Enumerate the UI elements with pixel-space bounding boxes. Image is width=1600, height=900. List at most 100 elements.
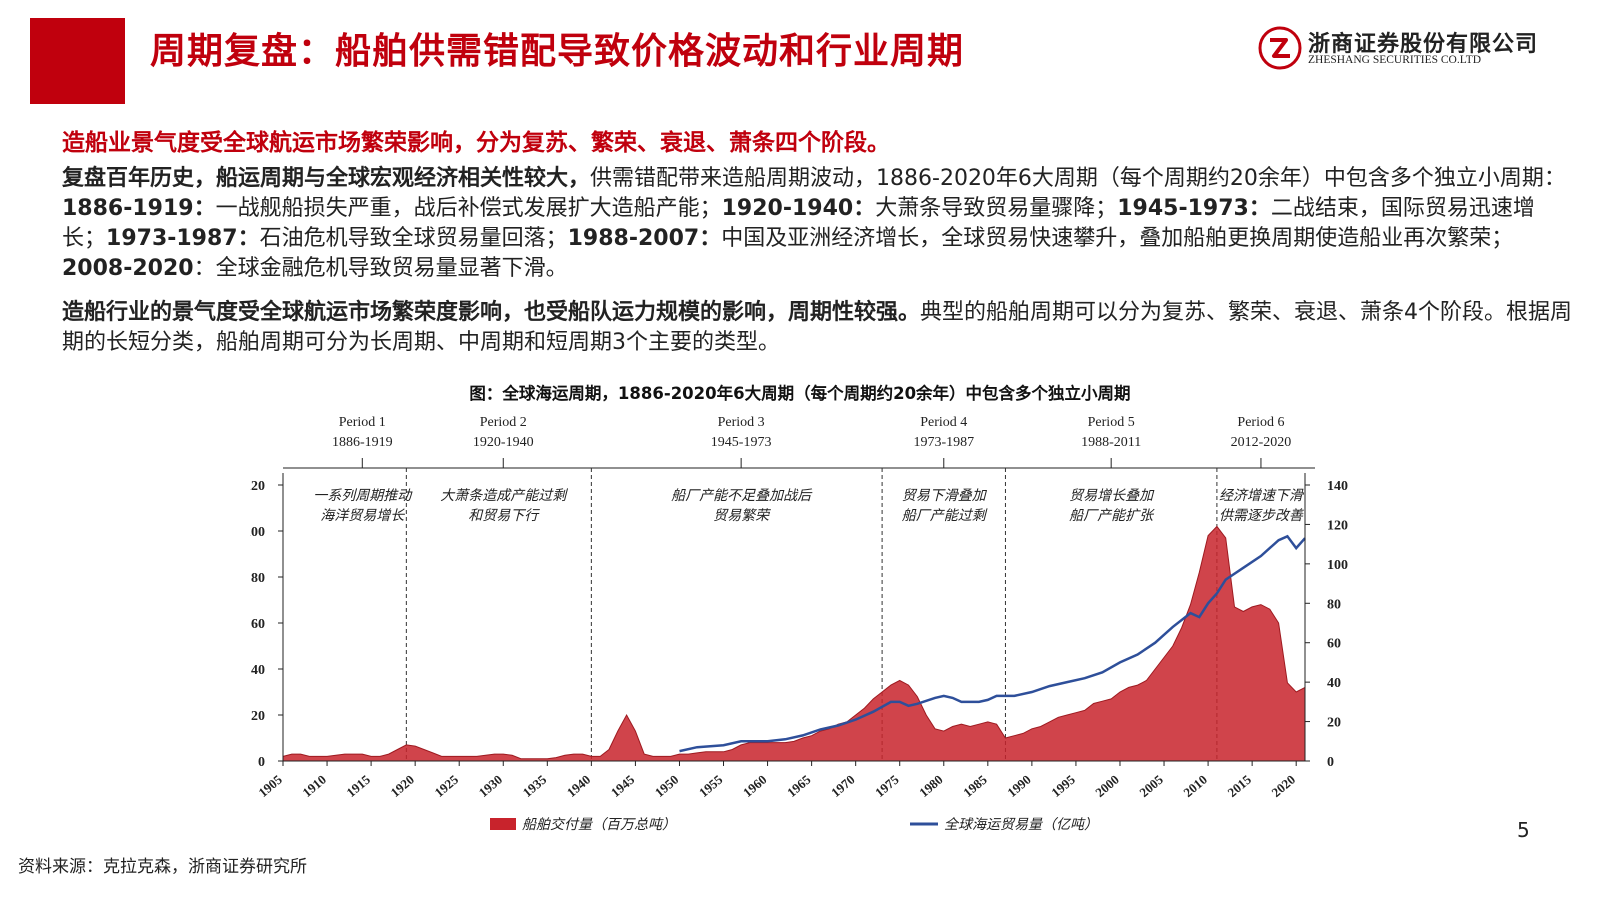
period-note: 供需逐步改善 (1219, 508, 1305, 524)
x-tick-label: 1920 (388, 772, 418, 800)
right-tick-label: 120 (1327, 518, 1348, 533)
period5-text: 中国及亚洲经济增长，全球贸易快速攀升，叠加船舶更换周期使造船业再次繁荣； (721, 226, 1514, 251)
period-note: 船厂产能扩张 (1069, 508, 1155, 524)
legend-label-deliveries: 船舶交付量（百万总吨） (522, 817, 676, 833)
period-years: 1920-1940 (473, 435, 534, 450)
period6-text: ：全球金融危机导致贸易量显著下滑。 (193, 256, 568, 281)
right-tick-label: 140 (1327, 479, 1348, 494)
title-accent-block (30, 18, 125, 104)
trade-volume-line (679, 534, 1306, 753)
period-name: Period 1 (339, 415, 386, 430)
x-tick-label: 2010 (1180, 772, 1210, 800)
x-tick-label: 1980 (916, 772, 946, 800)
paragraph-cycle-intro: 造船行业的景气度受全球航运市场繁荣度影响，也受船队运力规模的影响，周期性较强。 (62, 300, 921, 325)
period-note: 海洋贸易增长 (320, 508, 405, 524)
period5-label: 1988-2007： (567, 226, 722, 251)
paragraph-cycle: 造船行业的景气度受全球航运市场繁荣度影响，也受船队运力规模的影响，周期性较强。典… (62, 298, 1572, 358)
paragraph-history-intro: 复盘百年历史，船运周期与全球宏观经济相关性较大， (62, 166, 591, 191)
period-name: Period 3 (718, 415, 765, 430)
period-note: 贸易下滑叠加 (902, 488, 988, 504)
period3-text: 二战结束，国际贸易迅速增长； (62, 196, 1535, 251)
left-tick-label: 80 (251, 571, 265, 586)
x-tick-label: 1935 (520, 771, 550, 800)
x-tick-label: 1945 (608, 771, 638, 800)
x-tick-label: 2005 (1136, 771, 1166, 800)
x-tick-label: 1975 (872, 771, 902, 800)
left-tick-label: 0 (258, 755, 265, 770)
period-years: 1973-1987 (913, 435, 974, 450)
x-tick-label: 1910 (299, 772, 329, 800)
period1-label: 1886-1919： (62, 196, 216, 221)
x-tick-label: 1915 (343, 771, 373, 800)
period2-label: 1920-1940： (721, 196, 876, 221)
legend-swatch-deliveries (490, 818, 516, 830)
period-name: Period 4 (920, 415, 967, 430)
period3-label: 1945-1973： (1117, 196, 1271, 221)
left-tick-label: 60 (251, 617, 265, 632)
x-tick-label: 1965 (784, 771, 814, 800)
page-title: 周期复盘：船舶供需错配导致价格波动和行业周期 (150, 31, 965, 72)
period-note: 船厂产能不足叠加战后 (671, 488, 813, 504)
right-tick-label: 40 (1327, 676, 1341, 691)
right-tick-label: 100 (1327, 558, 1348, 573)
x-tick-label: 2000 (1092, 772, 1122, 800)
x-tick-label: 1990 (1004, 772, 1034, 800)
deliveries-area-fill (282, 525, 1306, 762)
right-tick-label: 60 (1327, 637, 1341, 652)
figure-caption: 图：全球海运周期，1886-2020年6大周期（每个周期约20余年）中包含多个独… (469, 384, 1131, 403)
x-tick-label: 1940 (564, 772, 594, 800)
x-tick-label: 1960 (740, 772, 770, 800)
chart-legend: 船舶交付量（百万总吨） 全球海运贸易量（亿吨） (490, 817, 1098, 833)
period-note: 和贸易下行 (468, 508, 540, 524)
legend-label-trade: 全球海运贸易量（亿吨） (944, 817, 1098, 833)
period4-label: 1973-1987： (106, 226, 260, 251)
period-years: 2012-2020 (1231, 435, 1292, 450)
x-tick-label: 2015 (1225, 771, 1255, 800)
x-tick-label: 1970 (828, 772, 858, 800)
lead-statement: 造船业景气度受全球航运市场繁荣影响，分为复苏、繁荣、衰退、萧条四个阶段。 (62, 130, 890, 156)
company-logo: 浙商证券股份有限公司 ZHESHANG SECURITIES CO.LTD (1258, 24, 1558, 72)
x-tick-label: 2020 (1269, 772, 1299, 800)
company-name-en: ZHESHANG SECURITIES CO.LTD (1308, 54, 1482, 66)
period-note: 一系列周期推动 (313, 488, 413, 504)
left-tick-label: 120 (250, 479, 265, 494)
period-name: Period 2 (480, 415, 527, 430)
x-tick-label: 1985 (960, 771, 990, 800)
deliveries-area (282, 525, 1306, 762)
period1-text: 一战舰船损失严重，战后补偿式发展扩大造船产能； (215, 196, 722, 221)
period-note: 船厂产能过剩 (902, 508, 988, 524)
right-tick-label: 80 (1327, 597, 1341, 612)
x-tick-label: 1905 (255, 771, 285, 800)
paragraph-history-text: 供需错配带来造船周期波动，1886-2020年6大周期（每个周期约20余年）中包… (590, 166, 1566, 191)
left-tick-label: 40 (251, 663, 265, 678)
period-note: 大萧条造成产能过剩 (440, 488, 568, 504)
period-note: 贸易繁荣 (713, 508, 771, 524)
period4-text: 石油危机导致全球贸易量回落； (259, 226, 568, 251)
x-tick-label: 1925 (432, 771, 462, 800)
period-note: 经济增速下滑 (1219, 488, 1305, 504)
paragraph-history: 复盘百年历史，船运周期与全球宏观经济相关性较大，供需错配带来造船周期波动，188… (62, 164, 1572, 284)
x-tick-label: 1950 (652, 772, 682, 800)
left-tick-label: 20 (251, 709, 265, 724)
period-years: 1886-1919 (332, 435, 393, 450)
right-tick-label: 0 (1327, 755, 1334, 770)
period-name: Period 5 (1088, 415, 1135, 430)
x-tick-label: 1955 (696, 771, 726, 800)
period6-label: 2008-2020 (62, 256, 194, 281)
source-note: 资料来源：克拉克森，浙商证券研究所 (18, 857, 307, 877)
company-name-cn: 浙商证券股份有限公司 (1308, 32, 1539, 57)
company-logo-icon (1258, 26, 1302, 70)
trade-line (679, 534, 1306, 753)
period2-text: 大萧条导致贸易量骤降； (875, 196, 1118, 221)
period-years: 1945-1973 (711, 435, 772, 450)
x-tick-label: 1995 (1048, 771, 1078, 800)
paragraph-cycle-text: 典型的船舶周期可以分为复苏、繁荣、衰退、萧条4个阶段。根据周期的长短分类，船舶周… (62, 300, 1573, 355)
right-tick-label: 20 (1327, 716, 1341, 731)
period-years: 1988-2011 (1081, 435, 1141, 450)
page-number: 5 (1517, 818, 1530, 842)
left-tick-label: 100 (250, 525, 265, 540)
period-note: 贸易增长叠加 (1069, 488, 1155, 504)
x-tick-label: 1930 (476, 772, 506, 800)
